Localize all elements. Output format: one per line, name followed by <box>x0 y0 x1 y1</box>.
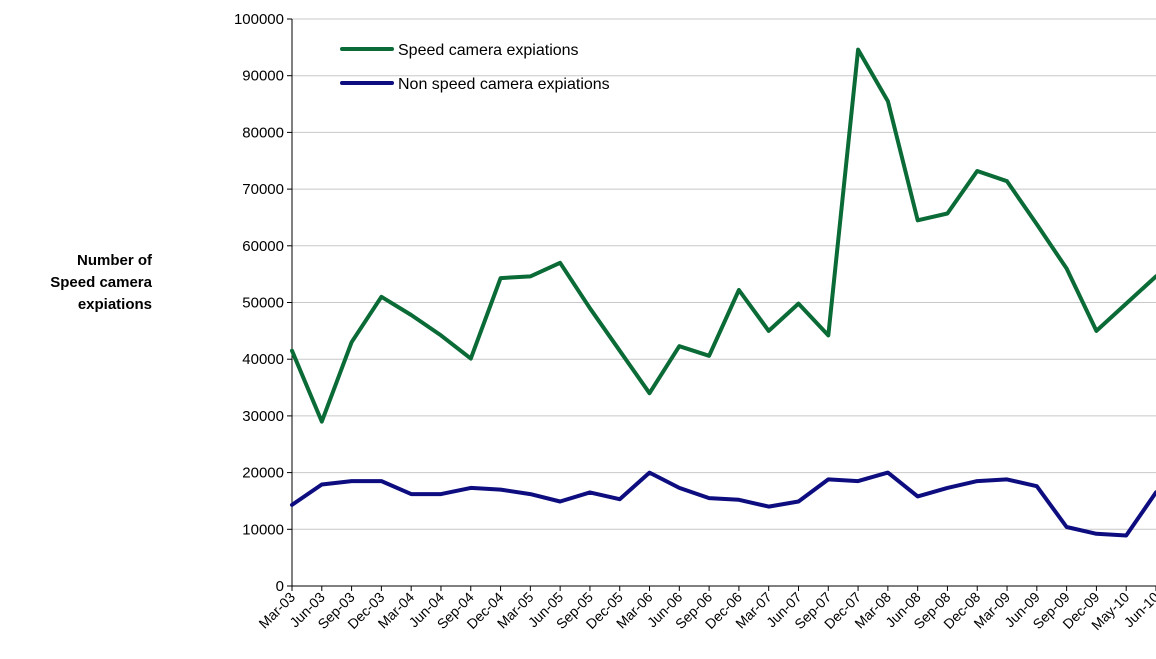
y-tick-label-7: 70000 <box>242 181 284 198</box>
y-tick-label-5: 50000 <box>242 295 284 312</box>
y-tick-label-9: 90000 <box>242 68 284 85</box>
series-line-0 <box>290 47 1156 424</box>
y-tick-label-0: 0 <box>276 578 284 595</box>
y-tick-label-4: 40000 <box>242 351 284 368</box>
series-lines <box>290 47 1156 538</box>
legend: Speed camera expiations Non speed camera … <box>340 42 610 93</box>
x-axis-ticks: Mar-03Jun-03Sep-03Dec-03Mar-04Jun-04Sep-… <box>255 589 1156 633</box>
y-axis-ticks: 0 10000 20000 30000 40000 50000 60000 70000 8000… <box>234 11 284 595</box>
legend-label-0: Speed camera expiations <box>398 42 579 59</box>
legend-label-1: Non speed camera expiations <box>398 76 610 93</box>
y-tick-label-2: 20000 <box>242 465 284 482</box>
axes <box>287 18 1156 591</box>
y-axis-label: Number of Speed camera expiations <box>0 250 152 316</box>
y-tick-label-10: 100000 <box>234 11 284 28</box>
y-axis-label-line-2: Speed camera <box>50 274 152 291</box>
gridlines <box>292 18 1156 530</box>
y-axis-label-line-3: expiations <box>77 296 152 313</box>
y-axis-label-line-1: Number of <box>77 252 152 269</box>
y-tick-label-3: 30000 <box>242 408 284 425</box>
y-tick-label-8: 80000 <box>242 124 284 141</box>
y-tick-label-1: 10000 <box>242 521 284 538</box>
series-line-1 <box>290 470 1156 538</box>
y-tick-label-6: 60000 <box>242 238 284 255</box>
